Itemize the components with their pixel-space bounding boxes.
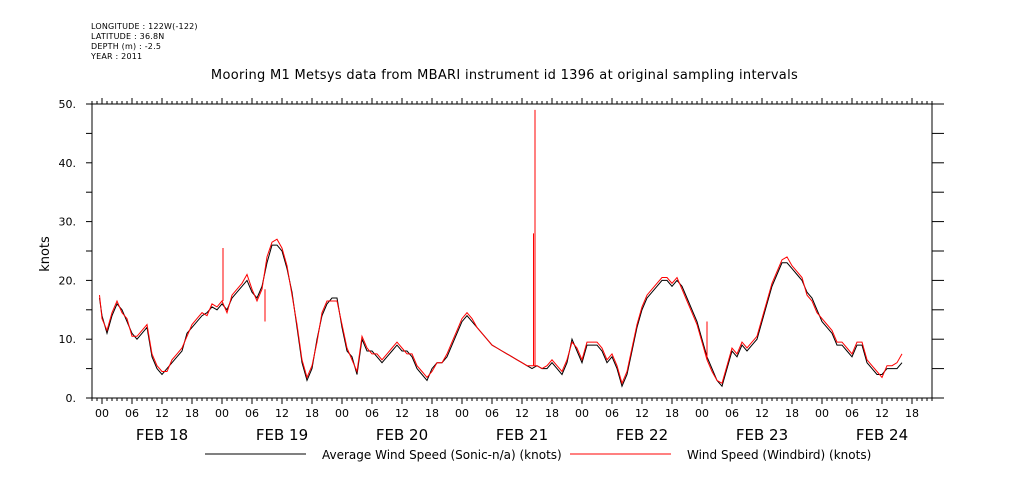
x-tick-label: 18 <box>305 407 319 420</box>
x-tick-label: 00 <box>95 407 109 420</box>
day-label: FEB 19 <box>256 426 308 444</box>
x-tick-label: 12 <box>515 407 529 420</box>
x-tick-label: 06 <box>485 407 499 420</box>
x-tick-label: 12 <box>275 407 289 420</box>
y-tick-label: 30. <box>59 216 77 229</box>
x-tick-label: 12 <box>875 407 889 420</box>
series-line-average <box>99 244 903 388</box>
day-label: FEB 22 <box>616 426 668 444</box>
year-label: YEAR : 2011 <box>91 52 143 61</box>
plot-frame <box>91 103 933 399</box>
axes-group: 00 06 12 18 00 06 12 18 00 06 12 18 00 06 12 18 00 06 12 18… <box>59 98 944 444</box>
chart-title: Mooring M1 Metsys data from MBARI instru… <box>210 68 799 83</box>
y-tick-label: 0. <box>66 392 77 405</box>
legend-label-windbird: Wind Speed (Windbird) (knots) <box>687 448 871 462</box>
day-label: FEB 24 <box>856 426 908 444</box>
y-tick-label: 40. <box>59 157 77 170</box>
day-label: FEB 20 <box>376 426 428 444</box>
x-tick-label: 12 <box>755 407 769 420</box>
day-label: FEB 23 <box>736 426 788 444</box>
x-tick-label: 18 <box>425 407 439 420</box>
x-tick-label: 00 <box>695 407 709 420</box>
y-axis-label: knots <box>38 236 53 272</box>
metadata-block: LONGITUDE : 122W(-122) LATITUDE : 36.8N … <box>91 22 198 62</box>
longitude-label: LONGITUDE : 122W(-122) <box>91 22 198 31</box>
y-tick-label: 20. <box>59 274 77 287</box>
x-tick-label: 00 <box>455 407 469 420</box>
x-tick-label: 06 <box>245 407 259 420</box>
x-tick-label: 06 <box>605 407 619 420</box>
depth-label: DEPTH (m) : -2.5 <box>91 42 162 51</box>
x-tick-label: 06 <box>845 407 859 420</box>
x-tick-label: 18 <box>905 407 919 420</box>
day-label: FEB 18 <box>136 426 188 444</box>
y-tick-label: 50. <box>59 98 77 111</box>
x-tick-label: 00 <box>815 407 829 420</box>
x-tick-label: 00 <box>575 407 589 420</box>
x-tick-label: 00 <box>215 407 229 420</box>
series-line-windbird <box>99 238 903 385</box>
y-tick-label: 10. <box>59 333 77 346</box>
x-tick-label: 00 <box>335 407 349 420</box>
legend-label-average: Average Wind Speed (Sonic-n/a) (knots) <box>322 448 562 462</box>
x-tick-label: 06 <box>725 407 739 420</box>
legend: Average Wind Speed (Sonic-n/a) (knots) W… <box>205 448 871 462</box>
x-tick-label: 18 <box>665 407 679 420</box>
x-tick-label: 12 <box>635 407 649 420</box>
x-tick-label: 18 <box>185 407 199 420</box>
x-tick-label: 18 <box>785 407 799 420</box>
latitude-label: LATITUDE : 36.8N <box>91 32 165 41</box>
series-layer <box>99 109 903 388</box>
day-label: FEB 21 <box>496 426 548 444</box>
x-tick-label: 12 <box>155 407 169 420</box>
x-tick-label: 18 <box>545 407 559 420</box>
x-tick-label: 06 <box>365 407 379 420</box>
x-tick-label: 12 <box>395 407 409 420</box>
x-tick-label: 06 <box>125 407 139 420</box>
